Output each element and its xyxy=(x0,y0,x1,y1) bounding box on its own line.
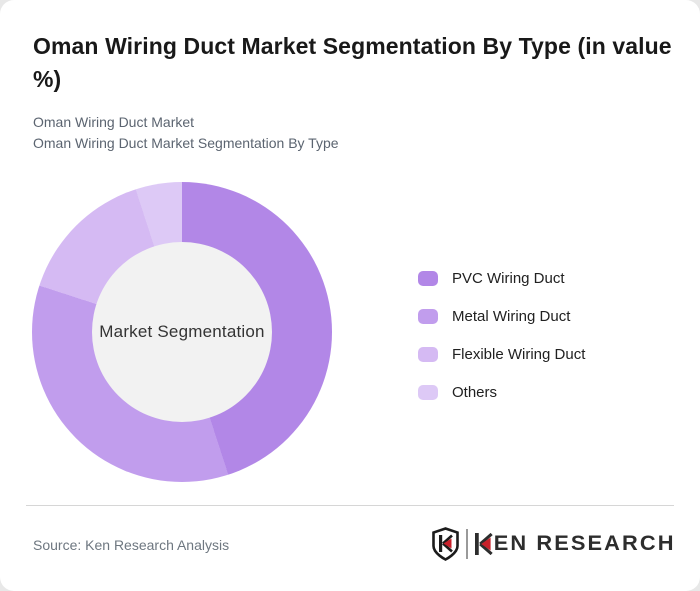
legend-swatch-pvc xyxy=(418,270,438,286)
ken-research-shield-icon xyxy=(432,527,459,561)
donut-center: Market Segmentation xyxy=(92,242,272,422)
legend-swatch-flexible xyxy=(418,346,438,362)
donut-chart[interactable]: Market Segmentation xyxy=(32,182,332,482)
logo-wordmark: EN RESEARCH xyxy=(475,532,676,556)
chart-subtitle: Oman Wiring Duct Market Oman Wiring Duct… xyxy=(33,112,673,154)
legend-item-flexible[interactable]: Flexible Wiring Duct xyxy=(418,345,586,363)
donut-center-label: Market Segmentation xyxy=(99,322,265,341)
subtitle-line-2: Oman Wiring Duct Market Segmentation By … xyxy=(33,135,339,151)
footer-divider xyxy=(26,505,674,506)
legend-swatch-metal xyxy=(418,308,438,324)
logo-wordmark-rest: EN RESEARCH xyxy=(493,532,676,555)
legend-item-metal[interactable]: Metal Wiring Duct xyxy=(418,307,585,325)
ken-research-logo[interactable]: EN RESEARCH xyxy=(432,527,674,561)
legend-swatch-others xyxy=(418,384,438,400)
chart-legend: PVC Wiring Duct Metal Wiring Duct Flexib… xyxy=(418,269,586,401)
legend-item-pvc[interactable]: PVC Wiring Duct xyxy=(418,269,585,287)
legend-label: Others xyxy=(452,383,498,401)
source-note: Source: Ken Research Analysis xyxy=(33,537,230,553)
logo-separator xyxy=(466,529,469,559)
subtitle-line-1: Oman Wiring Duct Market xyxy=(33,114,195,130)
legend-label: PVC Wiring Duct xyxy=(452,269,565,287)
legend-label: Flexible Wiring Duct xyxy=(452,345,586,363)
legend-item-others[interactable]: Others xyxy=(418,383,585,401)
legend-label: Metal Wiring Duct xyxy=(452,307,571,325)
ken-research-k-icon xyxy=(475,533,493,555)
page-title: Oman Wiring Duct Market Segmentation By … xyxy=(33,33,672,92)
